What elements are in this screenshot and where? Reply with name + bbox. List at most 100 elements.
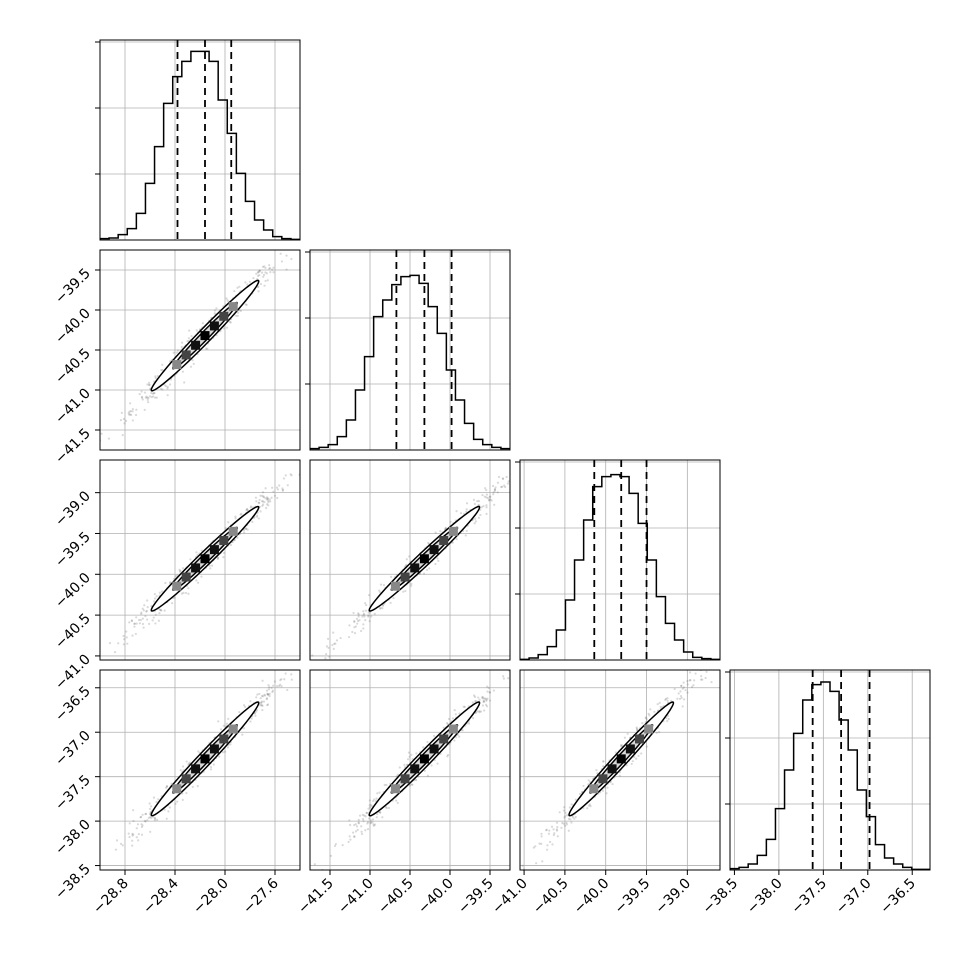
scatter-point (305, 234, 307, 236)
scatter-point (184, 591, 188, 595)
density-cell (448, 724, 458, 734)
scatter-point (270, 496, 273, 499)
scatter-point (168, 383, 172, 386)
panel-1-0: −41.5−41.0−40.5−40.0−39.5 (52, 234, 307, 467)
scatter-point (700, 675, 703, 678)
scatter-point (376, 792, 379, 795)
scatter-point (347, 840, 350, 844)
scatter-point (268, 685, 271, 689)
x-tick-label: −40.0 (571, 876, 613, 918)
scatter-point (358, 814, 362, 817)
scatter-point (235, 314, 238, 317)
scatter-point (473, 502, 476, 506)
scatter-point (501, 477, 505, 481)
scatter-point (225, 326, 229, 329)
scatter-point (133, 622, 136, 625)
scatter-point (181, 798, 184, 802)
scatter-point (507, 677, 510, 680)
scatter-point (354, 830, 358, 833)
scatter-point (362, 820, 365, 823)
panel-3-1: −41.5−41.0−40.5−40.0−39.5 (295, 664, 518, 918)
scatter-point (556, 825, 559, 829)
scatter-point (434, 531, 437, 534)
scatter-point (332, 647, 335, 650)
scatter-point (281, 489, 284, 492)
scatter-point (122, 634, 125, 638)
density-cell (219, 311, 229, 321)
scatter-point (483, 700, 486, 703)
scatter-point (562, 809, 566, 812)
scatter-point (516, 664, 518, 666)
scatter-point (143, 391, 147, 394)
scatter-point (324, 657, 327, 660)
scatter-point (679, 690, 682, 693)
scatter-point (398, 766, 401, 769)
scatter-point (150, 391, 153, 395)
scatter-point (283, 678, 286, 681)
scatter-point (128, 621, 131, 624)
scatter-point (486, 690, 489, 693)
scatter-point (479, 513, 482, 517)
scatter-point (547, 832, 551, 835)
scatter-point (465, 529, 468, 532)
scatter-point (462, 705, 465, 708)
scatter-point (329, 854, 332, 858)
scatter-point (658, 701, 661, 704)
scatter-point (381, 604, 385, 607)
scatter-point (181, 370, 185, 373)
scatter-point (261, 494, 264, 497)
density-cell (616, 754, 626, 764)
y-tick-label: −37.5 (52, 772, 94, 814)
scatter-point (254, 496, 258, 499)
scatter-point (257, 271, 260, 274)
scatter-point (524, 468, 526, 470)
scatter-point (684, 689, 687, 692)
scatter-point (255, 272, 258, 275)
scatter-point (367, 615, 370, 618)
scatter-point (249, 506, 252, 509)
scatter-point (256, 693, 259, 696)
scatter-point (485, 493, 489, 496)
scatter-point (546, 848, 549, 851)
scatter-point (129, 402, 132, 405)
scatter-point (655, 731, 658, 734)
scatter-point (447, 717, 451, 721)
scatter-point (428, 567, 431, 570)
scatter-point (224, 750, 227, 753)
scatter-point (453, 739, 456, 742)
scatter-point (187, 337, 191, 340)
scatter-point (618, 774, 621, 777)
scatter-point (348, 819, 351, 822)
scatter-point (426, 740, 429, 744)
scatter-point (238, 285, 241, 288)
scatter-point (165, 817, 168, 820)
scatter-point (238, 711, 241, 714)
x-tick-label: −40.0 (415, 876, 457, 918)
scatter-point (229, 743, 232, 746)
scatter-point (339, 636, 342, 640)
scatter-point (155, 800, 158, 804)
density-cell (181, 774, 191, 784)
scatter-point (152, 796, 156, 799)
scatter-point (269, 266, 272, 270)
x-tick-label: −41.5 (295, 876, 337, 918)
scatter-point (480, 506, 483, 509)
scatter-point (455, 538, 458, 541)
scatter-point (144, 812, 147, 816)
scatter-point (488, 691, 491, 694)
scatter-point (152, 391, 155, 395)
scatter-point (491, 484, 495, 488)
scatter-point (226, 746, 230, 749)
scatter-point (236, 536, 239, 539)
scatter-point (473, 522, 476, 525)
density-cell (644, 724, 654, 734)
scatter-point (279, 683, 282, 686)
scatter-point (114, 848, 118, 851)
scatter-point (161, 363, 164, 366)
scatter-point (95, 659, 97, 661)
scatter-point (415, 752, 418, 755)
scatter-point (131, 839, 134, 842)
scatter-point (564, 824, 567, 827)
scatter-point (267, 693, 270, 696)
scatter-point (325, 645, 329, 648)
